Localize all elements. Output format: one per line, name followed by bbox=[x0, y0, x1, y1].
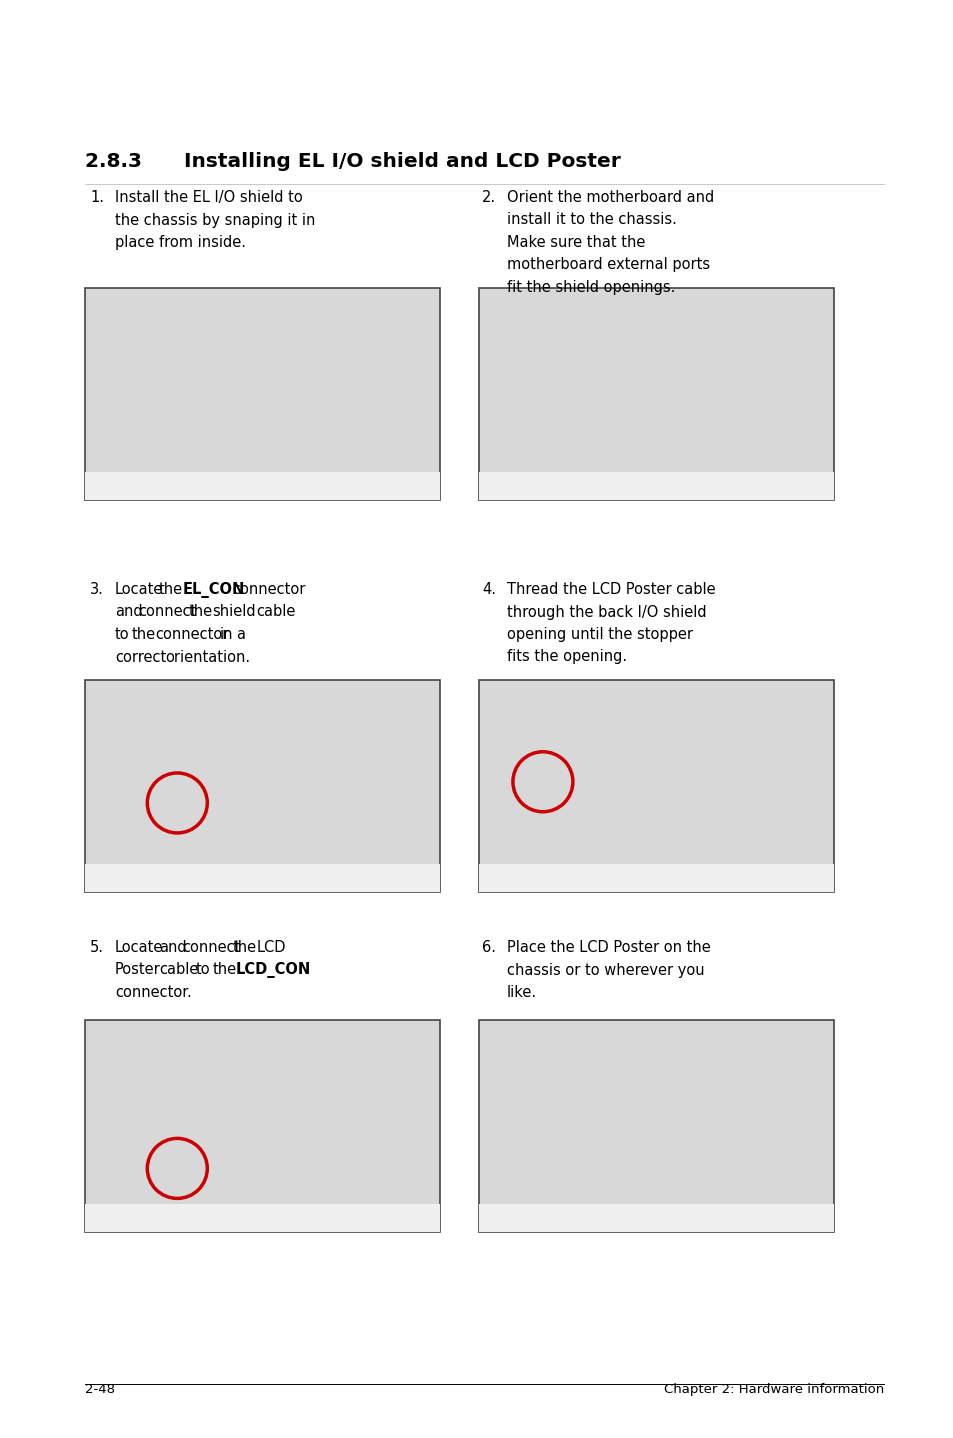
Text: the chassis by snaping it in: the chassis by snaping it in bbox=[115, 213, 315, 227]
Text: 4.: 4. bbox=[481, 582, 496, 597]
Text: to: to bbox=[115, 627, 130, 641]
Text: connect: connect bbox=[182, 940, 240, 955]
Text: 3.: 3. bbox=[90, 582, 104, 597]
Bar bbox=[478, 680, 833, 892]
Text: in: in bbox=[219, 627, 233, 641]
Text: shield: shield bbox=[213, 604, 256, 620]
Text: a: a bbox=[235, 627, 245, 641]
Text: and: and bbox=[115, 604, 143, 620]
Bar bbox=[85, 473, 439, 500]
Text: Install the EL I/O shield to: Install the EL I/O shield to bbox=[115, 190, 302, 206]
Text: fits the opening.: fits the opening. bbox=[506, 650, 626, 664]
Text: the: the bbox=[132, 627, 155, 641]
Bar bbox=[85, 288, 439, 500]
Bar bbox=[85, 1205, 439, 1232]
Text: 2.: 2. bbox=[481, 190, 496, 206]
Bar bbox=[478, 288, 833, 500]
Text: connector: connector bbox=[232, 582, 305, 597]
Bar bbox=[478, 864, 833, 892]
Text: the: the bbox=[189, 604, 213, 620]
Text: orientation.: orientation. bbox=[166, 650, 251, 664]
Text: like.: like. bbox=[506, 985, 537, 999]
Text: chassis or to wherever you: chassis or to wherever you bbox=[506, 962, 704, 978]
Text: 2-48: 2-48 bbox=[85, 1383, 115, 1396]
Text: EL_CON: EL_CON bbox=[182, 582, 244, 598]
Bar bbox=[478, 1020, 833, 1232]
Text: install it to the chassis.: install it to the chassis. bbox=[506, 213, 677, 227]
Text: opening until the stopper: opening until the stopper bbox=[506, 627, 692, 641]
Text: connect: connect bbox=[138, 604, 196, 620]
Text: the: the bbox=[159, 582, 183, 597]
Bar bbox=[85, 864, 439, 892]
Text: to: to bbox=[195, 962, 211, 978]
Bar bbox=[478, 1205, 833, 1232]
Text: motherboard external ports: motherboard external ports bbox=[506, 257, 709, 272]
Bar bbox=[85, 1020, 439, 1232]
Text: LCD_CON: LCD_CON bbox=[235, 962, 311, 978]
Text: Locate: Locate bbox=[115, 582, 163, 597]
Text: Thread the LCD Poster cable: Thread the LCD Poster cable bbox=[506, 582, 715, 597]
Text: through the back I/O shield: through the back I/O shield bbox=[506, 604, 706, 620]
Text: connector.: connector. bbox=[115, 985, 192, 999]
Text: the: the bbox=[233, 940, 257, 955]
Text: Orient the motherboard and: Orient the motherboard and bbox=[506, 190, 714, 206]
Text: LCD: LCD bbox=[256, 940, 286, 955]
Text: Place the LCD Poster on the: Place the LCD Poster on the bbox=[506, 940, 710, 955]
Text: the: the bbox=[213, 962, 236, 978]
Text: 5.: 5. bbox=[90, 940, 104, 955]
Text: Locate: Locate bbox=[115, 940, 163, 955]
Text: and: and bbox=[159, 940, 186, 955]
Text: fit the shield openings.: fit the shield openings. bbox=[506, 280, 675, 295]
Text: cable: cable bbox=[256, 604, 295, 620]
Text: Poster: Poster bbox=[115, 962, 161, 978]
Text: connector: connector bbox=[155, 627, 229, 641]
Text: Chapter 2: Hardware information: Chapter 2: Hardware information bbox=[663, 1383, 883, 1396]
Text: Make sure that the: Make sure that the bbox=[506, 234, 644, 250]
Text: place from inside.: place from inside. bbox=[115, 234, 246, 250]
Text: correct: correct bbox=[115, 650, 166, 664]
Bar bbox=[478, 473, 833, 500]
Text: 6.: 6. bbox=[481, 940, 496, 955]
Text: 2.8.3      Installing EL I/O shield and LCD Poster: 2.8.3 Installing EL I/O shield and LCD P… bbox=[85, 152, 620, 171]
Text: 1.: 1. bbox=[90, 190, 104, 206]
Bar bbox=[85, 680, 439, 892]
Text: cable: cable bbox=[159, 962, 198, 978]
